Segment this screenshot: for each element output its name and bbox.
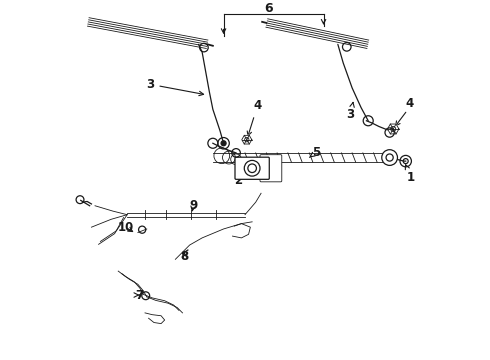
Text: 3: 3 bbox=[346, 102, 354, 121]
Text: 8: 8 bbox=[180, 250, 189, 263]
FancyBboxPatch shape bbox=[260, 155, 282, 182]
Circle shape bbox=[382, 150, 397, 165]
Polygon shape bbox=[242, 135, 252, 144]
Text: 7: 7 bbox=[134, 288, 143, 302]
Text: 3: 3 bbox=[147, 78, 203, 96]
Text: 4: 4 bbox=[247, 99, 262, 136]
Polygon shape bbox=[388, 124, 399, 134]
Text: 4: 4 bbox=[405, 98, 414, 111]
Text: 2: 2 bbox=[234, 169, 256, 187]
Text: 5: 5 bbox=[310, 146, 320, 159]
Text: 9: 9 bbox=[189, 199, 197, 212]
FancyBboxPatch shape bbox=[235, 157, 270, 179]
Text: 6: 6 bbox=[264, 2, 272, 15]
Text: 10: 10 bbox=[117, 221, 133, 234]
Circle shape bbox=[221, 141, 226, 146]
Text: 1: 1 bbox=[405, 165, 415, 184]
